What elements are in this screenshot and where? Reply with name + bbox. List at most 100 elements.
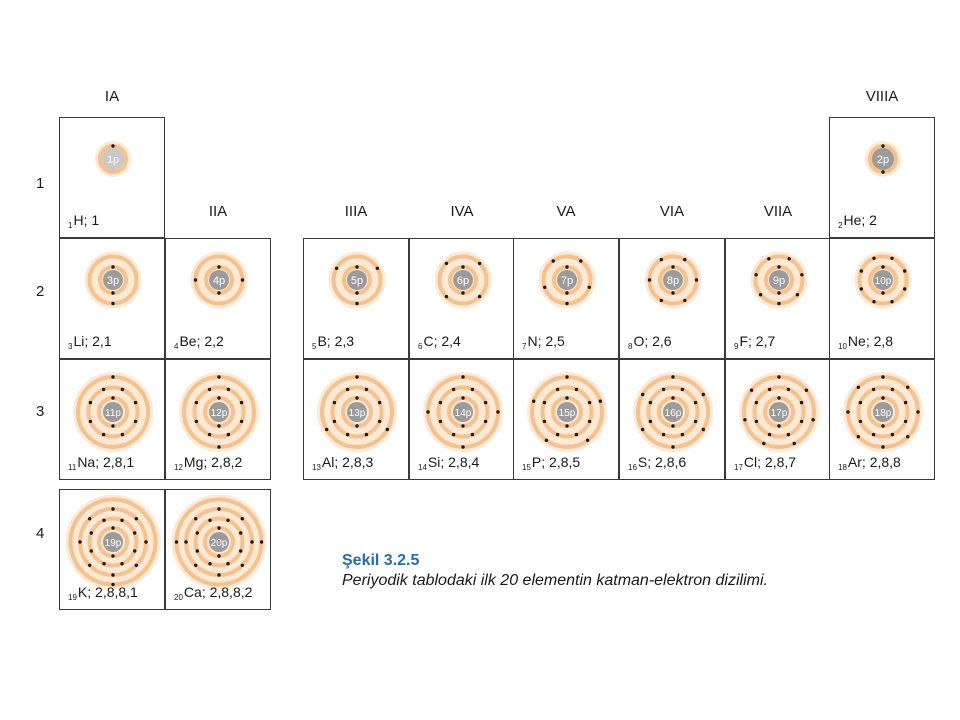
electron	[226, 387, 231, 392]
element-symbol: Ne	[847, 333, 866, 349]
electron	[133, 419, 138, 424]
electron	[671, 291, 675, 295]
electron-shell-2	[87, 516, 139, 568]
electron	[194, 563, 198, 567]
electron-shell-2	[856, 385, 910, 439]
electron	[881, 291, 885, 295]
electron	[903, 269, 907, 273]
electron	[587, 400, 592, 405]
electron	[195, 531, 199, 535]
electron	[470, 387, 475, 392]
electron	[111, 265, 115, 269]
element-symbol: Al	[321, 454, 335, 470]
electron	[693, 419, 698, 424]
electron-configuration: 2,8	[873, 333, 894, 349]
electron	[542, 400, 547, 405]
nucleus-label: 12p	[211, 408, 228, 419]
nucleus-label: 19p	[105, 538, 122, 549]
element-label: 11Na; 2,8,1	[68, 454, 134, 472]
electron-configuration: 2,2	[204, 333, 224, 349]
nucleus-label: 13p	[349, 408, 366, 419]
electron-configuration: 2,4	[441, 333, 461, 349]
element-symbol: B	[317, 333, 327, 349]
atomic-number: 19	[68, 593, 77, 602]
nucleus	[453, 270, 473, 290]
electron	[120, 562, 124, 566]
electron	[565, 291, 569, 295]
element-symbol: Mg	[183, 454, 204, 470]
electron	[451, 387, 456, 392]
atomic-number: 8	[628, 342, 633, 351]
element-symbol: Ar	[847, 454, 862, 470]
atomic-number: 5	[312, 342, 317, 351]
electron	[334, 266, 339, 270]
electron	[856, 385, 860, 389]
electron	[767, 257, 771, 261]
nucleus	[209, 532, 229, 552]
atom-diagram: 2p	[865, 141, 901, 177]
atomic-number: 7	[522, 342, 527, 351]
electron	[240, 278, 245, 282]
electron	[804, 388, 809, 392]
electron-configuration: 2,8,8,2	[209, 584, 253, 600]
nucleus	[873, 270, 893, 290]
electron	[903, 419, 908, 424]
separator: ;	[433, 333, 442, 349]
nucleus-label: 4p	[213, 275, 225, 287]
nucleus-label: 3p	[107, 275, 119, 287]
element-cell-he: 2p 2He; 2	[829, 117, 935, 238]
electron	[496, 410, 500, 414]
atomic-number: 16	[628, 463, 637, 472]
electron	[207, 387, 212, 392]
nucleus-label: 17p	[771, 408, 788, 419]
atomic-number: 13	[312, 463, 321, 472]
atomic-number: 10	[838, 342, 847, 351]
electron	[786, 432, 791, 437]
electron	[194, 400, 199, 405]
electron	[890, 300, 894, 304]
electron	[193, 278, 198, 282]
electron-configuration: 2,8,1	[103, 454, 135, 470]
nucleus	[209, 270, 229, 290]
electron	[355, 424, 359, 428]
element-symbol: K	[77, 584, 88, 600]
electron	[111, 507, 115, 511]
electron	[240, 563, 244, 567]
separator: ;	[201, 584, 210, 600]
electron	[555, 387, 560, 392]
group-label-viiia: VIIIA	[865, 88, 899, 105]
electron	[377, 400, 382, 405]
element-label: 14Si; 2,8,4	[418, 454, 479, 472]
group-label-iiia: IIIA	[344, 203, 368, 220]
element-symbol: Ca	[183, 584, 202, 600]
electron	[120, 518, 124, 522]
atomic-number: 20	[174, 593, 183, 602]
nucleus	[557, 402, 577, 422]
electron	[217, 265, 221, 269]
electron	[542, 419, 547, 424]
separator: ;	[203, 454, 212, 470]
nucleus	[769, 270, 789, 290]
electron	[648, 400, 653, 405]
nucleus	[557, 270, 577, 290]
electron	[859, 269, 863, 273]
electron	[111, 396, 115, 400]
separator: ;	[440, 454, 449, 470]
electron	[587, 285, 591, 289]
element-symbol: Si	[427, 454, 441, 470]
nucleus	[103, 270, 123, 290]
electron	[777, 265, 781, 269]
electron	[134, 563, 138, 567]
electron	[451, 432, 456, 437]
element-cell-f: 9p 9F; 2,7	[725, 238, 831, 359]
separator: ;	[865, 333, 874, 349]
element-symbol: S	[637, 454, 648, 470]
element-label: 13Al; 2,8,3	[312, 454, 373, 472]
nucleus	[453, 402, 473, 422]
electron	[881, 396, 885, 400]
element-symbol: N	[527, 333, 538, 349]
electron	[754, 419, 759, 424]
atom-diagram: 15p	[527, 372, 607, 452]
electron	[683, 298, 687, 303]
electron	[846, 410, 850, 414]
